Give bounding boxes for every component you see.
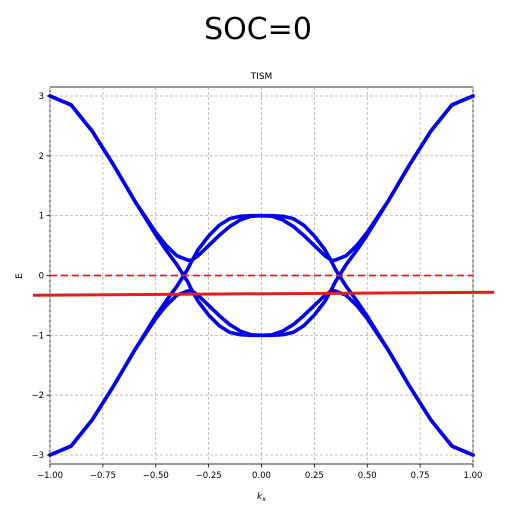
x-tick-label: 0.25	[305, 471, 324, 481]
x-tick-label: −1.00	[37, 471, 63, 481]
y-tick-label: −2	[31, 391, 44, 401]
y-tick-label: −3	[31, 451, 44, 461]
x-axis-label: kx	[257, 492, 266, 503]
x-tick-label: −0.75	[90, 471, 116, 481]
y-tick-label: 3	[39, 92, 44, 102]
y-axis-label: E	[15, 273, 25, 279]
y-tick-label: −1	[31, 331, 44, 341]
overlay-layer	[33, 290, 495, 297]
band-line-3	[48, 213, 475, 457]
series-layer	[48, 94, 475, 457]
x-tick-label: 0.75	[411, 471, 430, 481]
y-tick-label: 0	[39, 272, 44, 282]
y-tick-label: 1	[39, 212, 44, 222]
y-tick-label: 2	[39, 152, 44, 162]
x-tick-label: 0.50	[358, 471, 377, 481]
band-line-4	[48, 94, 475, 338]
x-tick-label: −0.50	[143, 471, 169, 481]
x-tick-label: −0.25	[196, 471, 222, 481]
x-tick-label: 0.00	[252, 471, 271, 481]
chart-title: TISM	[250, 72, 273, 82]
figure-title: SOC=0	[204, 12, 312, 47]
axes: −1.00 −0.75 −0.50 −0.25 0.00 0.25 0.50 0.75 1.00…	[31, 92, 482, 481]
x-tick-label: 1.00	[464, 471, 483, 481]
overlay-red-line	[33, 290, 495, 297]
